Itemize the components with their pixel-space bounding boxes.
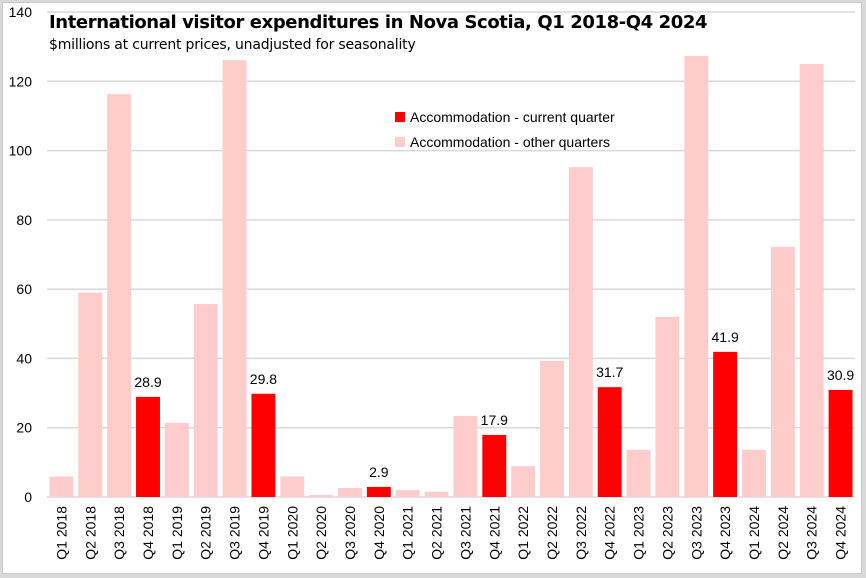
x-tick-label: Q4 2022 [602, 506, 618, 560]
bar-current-quarter [366, 486, 391, 497]
y-tick-label: 140 [9, 4, 33, 20]
y-tick-label: 120 [9, 73, 33, 89]
x-tick-label: Q2 2020 [313, 506, 329, 560]
x-tick-label: Q3 2022 [573, 506, 589, 560]
x-tick-label: Q1 2020 [284, 506, 300, 560]
x-tick-label: Q4 2023 [717, 506, 733, 560]
x-axis-ticks: Q1 2018 Q2 2018 Q3 2018 Q4 2018 Q1 2019 Q2 20… [53, 506, 848, 560]
x-tick-label: Q3 2019 [227, 506, 243, 560]
bar-current-quarter [251, 393, 276, 497]
legend-label-current: Accommodation - current quarter [410, 108, 615, 125]
bar-other-quarter [540, 360, 564, 497]
x-tick-label: Q3 2021 [457, 506, 473, 560]
bar-other-quarter [684, 55, 709, 497]
x-tick-label: Q2 2019 [198, 506, 214, 560]
bar-other-quarter [78, 292, 103, 497]
y-tick-label: 80 [16, 212, 32, 228]
x-tick-label: Q1 2023 [631, 506, 647, 560]
x-tick-label: Q4 2019 [255, 506, 271, 560]
chart-subtitle: $millions at current prices, unadjusted … [49, 37, 416, 53]
legend-item-current: Accommodation - current quarter [395, 104, 615, 129]
bar-other-quarter [511, 466, 536, 497]
bar-other-quarter [280, 476, 305, 497]
x-tick-label: Q3 2020 [342, 506, 358, 560]
bar-other-quarter [655, 316, 680, 497]
bar-other-quarter [395, 490, 420, 497]
y-tick-label: 100 [9, 143, 33, 159]
data-label: 28.9 [134, 374, 161, 390]
bar-other-quarter [193, 304, 218, 497]
bar-other-quarter [626, 449, 651, 497]
bar-other-quarter [107, 94, 132, 497]
legend-swatch-other [395, 136, 405, 147]
bar-other-quarter [222, 60, 247, 498]
x-tick-label: Q3 2024 [804, 506, 820, 560]
bar-other-quarter [338, 487, 362, 497]
x-tick-label: Q2 2023 [659, 506, 675, 560]
data-label: 30.9 [827, 367, 854, 383]
x-tick-label: Q2 2021 [429, 506, 445, 560]
data-label: 2.9 [369, 464, 389, 480]
y-tick-label: 0 [24, 489, 32, 505]
legend-item-other: Accommodation - other quarters [395, 129, 615, 154]
x-tick-label: Q1 2019 [169, 506, 185, 560]
bar-other-quarter [742, 449, 766, 497]
legend: Accommodation - current quarter Accommod… [395, 104, 615, 154]
data-labels: 28.9 29.8 2.9 17.9 31.7 41.9 30.9 [134, 329, 854, 480]
x-tick-label: Q4 2018 [140, 506, 156, 560]
x-tick-label: Q3 2018 [111, 506, 127, 560]
bars [49, 55, 853, 498]
bar-other-quarter [164, 422, 189, 497]
y-tick-label: 20 [16, 420, 32, 436]
x-tick-label: Q2 2018 [82, 506, 98, 560]
x-tick-label: Q2 2024 [775, 506, 791, 560]
data-label: 17.9 [481, 412, 508, 428]
legend-label-other: Accommodation - other quarters [410, 133, 610, 150]
data-label: 41.9 [712, 329, 739, 345]
bar-other-quarter [309, 494, 334, 497]
x-tick-label: Q1 2021 [400, 506, 416, 560]
x-tick-label: Q4 2024 [833, 506, 849, 560]
data-label: 31.7 [596, 364, 623, 380]
x-tick-label: Q3 2023 [688, 506, 704, 560]
bar-other-quarter [453, 415, 478, 497]
bar-other-quarter [424, 491, 449, 497]
x-tick-label: Q4 2021 [486, 506, 502, 560]
data-label: 29.8 [250, 371, 277, 387]
y-tick-label: 40 [16, 350, 32, 366]
bar-other-quarter [799, 63, 824, 497]
bar-current-quarter [482, 434, 507, 497]
y-tick-label: 60 [16, 281, 32, 297]
x-tick-label: Q4 2020 [371, 506, 387, 560]
bar-other-quarter [568, 167, 593, 497]
y-axis-ticks: 0 20 40 60 80 100 120 140 [9, 4, 33, 505]
bar-current-quarter [713, 351, 738, 497]
x-tick-label: Q1 2024 [746, 506, 762, 560]
x-tick-label: Q2 2022 [544, 506, 560, 560]
chart-title: International visitor expenditures in No… [49, 12, 708, 33]
bar-other-quarter [49, 476, 74, 497]
bar-current-quarter [136, 396, 160, 497]
bar-current-quarter [597, 387, 622, 497]
x-tick-label: Q1 2018 [53, 506, 69, 560]
legend-swatch-current [395, 111, 405, 122]
bar-current-quarter [828, 389, 853, 497]
x-tick-label: Q1 2022 [515, 506, 531, 560]
bar-other-quarter [770, 246, 795, 497]
